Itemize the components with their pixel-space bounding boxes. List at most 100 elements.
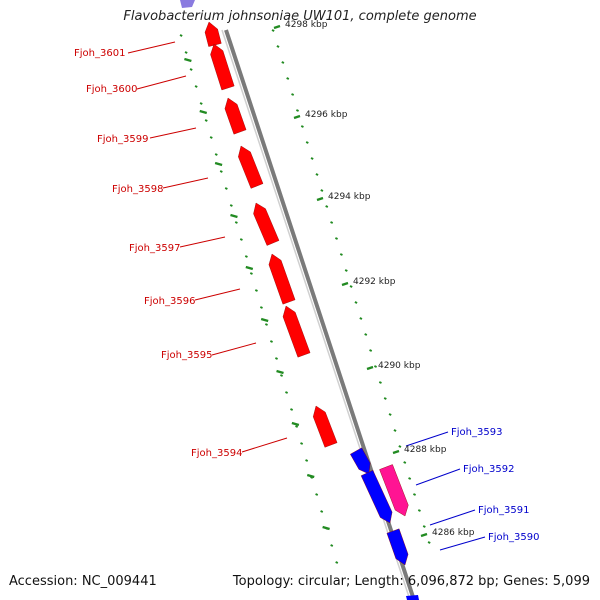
gene-arrow-fjoh_3594 (312, 405, 338, 448)
inner-major-tick (214, 161, 223, 167)
inner-major-tick (306, 473, 315, 479)
inner-tick (219, 170, 223, 173)
gene-arrow-fjoh_3597 (253, 202, 280, 246)
outer-tick (354, 301, 358, 304)
inner-tick (330, 544, 334, 547)
inner-tick (229, 204, 233, 207)
outer-tick (305, 141, 309, 144)
outer-tick (417, 509, 421, 512)
accession-text: Accession: NC_009441 (9, 574, 157, 589)
inner-tick (204, 119, 208, 122)
outer-tick (349, 285, 353, 288)
partial-gene-arrow (180, 0, 195, 8)
outer-tick (422, 525, 426, 528)
scale-tick (420, 532, 428, 538)
gene-arrow-fjoh_3596 (268, 253, 296, 305)
gene-features (180, 0, 419, 600)
scale-tick (341, 281, 349, 287)
gene-label[interactable]: Fjoh_3593 (451, 427, 502, 438)
outer-tick (315, 173, 319, 176)
outer-tick (408, 477, 412, 480)
leader-line (149, 127, 197, 139)
partial-gene-arrow (406, 595, 419, 600)
outer-tick (344, 269, 348, 272)
map-title: Flavobacterium johnsoniae UW101, complet… (123, 9, 477, 24)
inner-tick (259, 306, 263, 309)
inner-tick (199, 102, 203, 105)
leader-line (194, 288, 241, 301)
gene-label[interactable]: Fjoh_3596 (144, 296, 195, 307)
inner-tick (244, 255, 248, 258)
scale-labels: 4298 kbp 4296 kbp 4294 kbp 4292 kbp 4290 kbp… (273, 20, 475, 538)
gene-labels: Fjoh_3601 Fjoh_3600 Fjoh_3599 Fjoh_3598 Fjoh… (74, 48, 539, 543)
inner-tick (249, 272, 253, 275)
outer-tick (325, 205, 329, 208)
scale-tick (273, 24, 281, 30)
gene-label[interactable]: Fjoh_3590 (488, 532, 539, 543)
outer-tick (300, 125, 304, 128)
inner-tick (335, 561, 339, 564)
inner-tick (214, 153, 218, 156)
outer-tick (334, 237, 339, 240)
leader-line (241, 437, 288, 453)
inner-tick (209, 136, 213, 139)
genome-summary-text: Topology: circular; Length: 6,096,872 bp… (232, 574, 590, 589)
gene-arrow-fjoh_3601 (204, 21, 222, 47)
leader-line (162, 177, 209, 189)
inner-tick (239, 238, 243, 241)
inner-tick (285, 391, 289, 394)
outer-tick (369, 349, 373, 352)
inner-tick (264, 323, 268, 326)
gene-label[interactable]: Fjoh_3598 (112, 184, 163, 195)
gene-label[interactable]: Fjoh_3591 (478, 505, 529, 516)
leader-line (211, 342, 257, 356)
outer-tick (403, 461, 407, 464)
inner-tick (300, 442, 304, 445)
scale-label: 4290 kbp (378, 361, 421, 371)
gene-label[interactable]: Fjoh_3599 (97, 134, 148, 145)
outer-tick (330, 221, 334, 224)
inner-tick (295, 425, 299, 428)
outer-tick (364, 333, 368, 336)
outer-tick (291, 93, 295, 96)
outer-tick (281, 61, 285, 64)
gene-arrow-fjoh_3598 (238, 145, 264, 189)
scale-tick (392, 449, 400, 455)
inner-major-tick (260, 317, 269, 323)
inner-tick (179, 34, 183, 37)
inner-tick (194, 85, 198, 88)
gene-arrow-fjoh_3590 (386, 528, 409, 566)
outer-tick (427, 541, 431, 544)
gene-label[interactable]: Fjoh_3597 (129, 243, 180, 254)
gene-label[interactable]: Fjoh_3595 (161, 350, 212, 361)
outer-tick (398, 445, 402, 448)
outer-tick (388, 413, 392, 416)
scale-label: 4288 kbp (404, 445, 447, 455)
gene-arrow-fjoh_3591 (360, 470, 393, 524)
outer-tick (271, 29, 275, 32)
scale-tick (366, 365, 374, 371)
gene-label[interactable]: Fjoh_3601 (74, 48, 125, 59)
inner-major-tick (230, 213, 238, 219)
scale-label: 4296 kbp (305, 110, 348, 120)
gene-label[interactable]: Fjoh_3594 (191, 448, 242, 459)
leader-line (127, 41, 176, 54)
outer-tick (339, 253, 343, 256)
inner-tick (305, 459, 309, 462)
outer-tick (412, 493, 417, 496)
gene-label[interactable]: Fjoh_3592 (463, 464, 514, 475)
gene-label[interactable]: Fjoh_3600 (86, 84, 137, 95)
gene-arrow-fjoh_3600 (210, 43, 235, 91)
outer-tick (276, 45, 280, 48)
inner-major-tick (291, 421, 300, 427)
inner-major-tick (276, 369, 284, 375)
outer-tick (295, 109, 299, 112)
inner-tick (234, 221, 238, 224)
inner-tick (269, 340, 273, 343)
inner-major-tick (184, 57, 192, 63)
outer-tick (286, 77, 290, 80)
gene-arrow-fjoh_3593 (350, 447, 371, 475)
inner-tick (320, 510, 324, 513)
